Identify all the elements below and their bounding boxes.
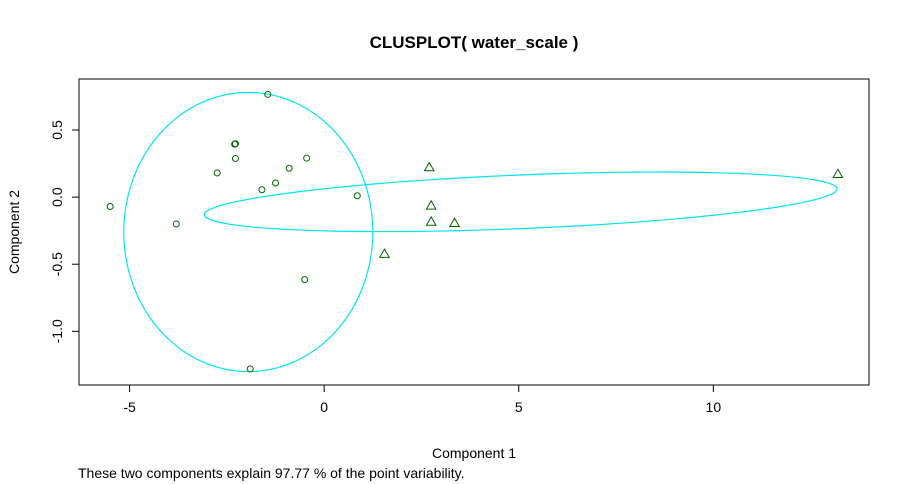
x-tick-label: 5 [515,399,523,415]
data-points [106,90,844,373]
point-circle [258,186,266,194]
point-circle [231,154,239,162]
y-tick-label: -1.0 [49,319,65,343]
point-circle [303,154,311,162]
cluster-ellipses [123,91,838,373]
point-triangle [448,217,461,227]
x-tick-label: -5 [123,399,136,415]
point-circle [106,203,114,210]
chart-title: CLUSPLOT( water_scale ) [370,33,579,52]
point-circle [213,169,221,177]
y-tick-label: -0.5 [49,252,65,276]
point-circle [301,276,309,284]
point-circle [264,90,272,98]
x-axis-label: Component 1 [432,445,516,461]
cluster-ellipse-2 [203,171,838,233]
plot-frame [78,78,870,386]
point-circle [285,164,293,172]
y-tick-label: 0.5 [49,120,65,140]
y-axis-label: Component 2 [6,190,22,274]
point-circle [353,192,361,200]
variability-footnote: These two components explain 97.77 % of … [78,465,465,481]
point-triangle [425,215,437,226]
point-circle [272,179,280,187]
y-axis: -1.0 -0.5 0.0 0.5 [49,120,80,343]
point-triangle [378,248,391,258]
y-tick-label: 0.0 [49,187,65,207]
point-circle [246,365,254,373]
x-tick-label: 0 [320,399,328,415]
point-triangle [423,161,435,172]
point-circle [172,220,180,228]
cluster-ellipse-1 [123,91,374,373]
x-tick-label: 10 [706,399,722,415]
x-axis: -5 0 5 10 [123,384,722,415]
point-triangle [425,199,437,210]
point-circle [231,140,239,148]
point-triangle [832,168,844,178]
